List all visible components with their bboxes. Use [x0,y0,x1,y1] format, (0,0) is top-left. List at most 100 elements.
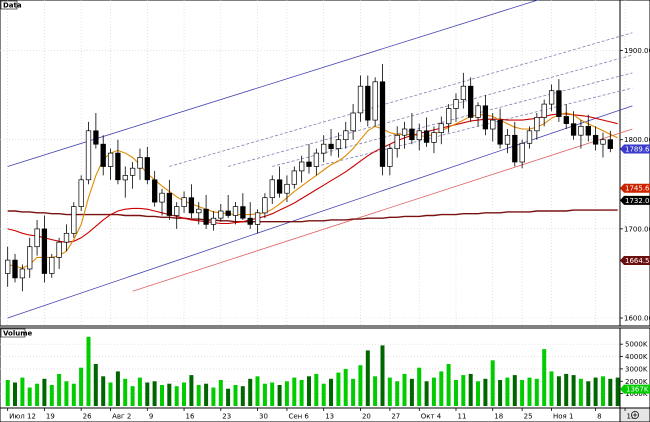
volume-bar[interactable] [299,380,304,406]
candle[interactable] [541,99,547,127]
candle[interactable] [232,202,239,225]
volume-bar[interactable] [35,383,40,406]
candle[interactable] [497,108,503,149]
volume-bar[interactable] [182,382,186,407]
candle[interactable] [321,135,327,162]
volume-bar[interactable] [64,381,69,406]
volume-bar[interactable] [123,378,128,406]
volume-bar[interactable] [578,378,583,406]
candle[interactable] [394,126,400,158]
volume-bar[interactable] [498,380,503,406]
candle[interactable] [423,117,430,147]
candle[interactable] [446,104,452,133]
candle[interactable] [343,121,349,149]
candle[interactable] [210,211,217,231]
candle[interactable] [379,63,386,176]
volume-bar[interactable] [307,376,311,406]
volume-bar[interactable] [137,377,142,406]
candle[interactable] [12,253,18,283]
candle[interactable] [181,191,187,213]
volume-bar[interactable] [79,367,84,406]
volume-bar[interactable] [160,385,164,406]
candle[interactable] [401,121,408,149]
volume-bar[interactable] [277,385,282,406]
volume-bar[interactable] [365,350,370,406]
candle[interactable] [306,144,312,174]
candle[interactable] [409,112,415,145]
axis-corner-icon[interactable] [631,411,639,419]
volume-bar[interactable] [196,385,201,406]
volume-bar[interactable] [167,383,172,406]
candle[interactable] [526,126,533,149]
volume-bar[interactable] [174,386,179,406]
candle[interactable] [563,104,569,130]
volume-bar[interactable] [336,372,341,406]
candle[interactable] [372,77,378,127]
volume-bar[interactable] [152,381,157,406]
volume-bar[interactable] [593,377,598,406]
volume-bar[interactable] [409,378,414,406]
volume-bar[interactable] [240,386,245,406]
volume-bar[interactable] [20,377,25,406]
volume-bar[interactable] [431,377,436,406]
candle[interactable] [482,95,489,136]
candle[interactable] [262,193,268,219]
volume-bar[interactable] [476,381,480,406]
candle[interactable] [196,202,202,225]
candle[interactable] [63,224,70,252]
volume-bar[interactable] [417,367,422,406]
candle[interactable] [225,194,231,219]
candle[interactable] [335,132,342,158]
volume-bar[interactable] [42,378,47,406]
volume-bar[interactable] [556,376,561,406]
volume-bar[interactable] [424,381,429,406]
volume-bar[interactable] [454,380,458,406]
volume-bar[interactable] [255,376,260,406]
volume-bar[interactable] [586,381,591,406]
candle[interactable] [159,188,165,216]
candle[interactable] [365,75,371,127]
candle[interactable] [585,114,591,142]
volume-bar[interactable] [351,378,356,406]
volume-bar[interactable] [615,377,620,406]
volume-bar[interactable] [527,377,532,406]
candle[interactable] [188,184,195,219]
volume-bar[interactable] [490,360,495,406]
volume-bar[interactable] [49,385,54,406]
volume-bar[interactable] [270,382,275,407]
volume-bar[interactable] [226,388,231,406]
volume-bar[interactable] [93,364,98,406]
candle[interactable] [240,193,246,220]
candle[interactable] [519,139,525,169]
candle[interactable] [49,253,55,278]
volume-bar[interactable] [387,377,392,406]
candle[interactable] [166,179,173,220]
candle[interactable] [387,144,393,176]
candle[interactable] [269,175,275,204]
candle[interactable] [607,130,613,153]
candle[interactable] [438,116,444,145]
volume-bar[interactable] [233,385,238,406]
volume-bar[interactable] [343,368,348,406]
volume-bar[interactable] [145,382,150,407]
candle[interactable] [254,209,261,234]
volume-bar[interactable] [211,387,216,407]
candle[interactable] [218,203,224,222]
candle[interactable] [512,121,518,167]
volume-bar[interactable] [5,380,10,406]
volume-bar[interactable] [439,371,444,406]
volume-bar[interactable] [321,383,326,406]
volume-bar[interactable] [380,345,385,406]
candle[interactable] [548,84,555,112]
volume-bar[interactable] [86,336,91,406]
candle[interactable] [137,148,143,180]
candle[interactable] [556,79,562,122]
volume-bar[interactable] [314,373,319,406]
volume-bar[interactable] [57,373,62,406]
candle[interactable] [152,170,158,207]
volume-bar[interactable] [402,373,407,406]
candle[interactable] [107,148,114,180]
candle[interactable] [592,126,599,151]
candle[interactable] [144,146,150,185]
